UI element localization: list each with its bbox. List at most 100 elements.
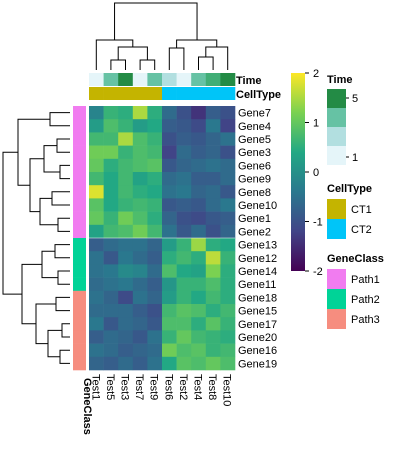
heatmap-cell: [103, 172, 119, 186]
colorscale-tick-label: 0: [313, 167, 319, 179]
heatmap-cell: [162, 106, 177, 120]
heatmap-cell: [147, 251, 163, 265]
heatmap-cell: [220, 264, 236, 278]
heatmap-cell: [103, 343, 119, 358]
time-legend-tick: 5: [352, 93, 358, 105]
heatmap-cell: [118, 119, 134, 133]
heatmap-cell: [89, 277, 104, 292]
heatmap-cell: [176, 330, 192, 344]
heatmap-cell: [132, 290, 148, 305]
heatmap-cell: [89, 158, 104, 173]
heatmap-cell: [89, 343, 104, 358]
geneclass-annotation-bar: [73, 106, 86, 371]
heatmap-cell: [205, 198, 221, 212]
heatmap-cell: [132, 277, 148, 292]
geneclass-annotation-cell: [73, 304, 86, 318]
row-label: Gene10: [238, 200, 277, 212]
heatmap-cell: [147, 119, 163, 133]
heatmap-cell: [176, 238, 192, 252]
heatmap-cell: [162, 185, 177, 199]
row-label: Gene16: [238, 345, 277, 357]
heatmap-cell: [220, 356, 236, 371]
heatmap-cell: [162, 172, 177, 186]
time-annotation-bar: [89, 73, 236, 86]
heatmap-cell: [132, 145, 148, 160]
heatmap-cell: [205, 343, 221, 358]
time-legend-swatch: [327, 108, 346, 127]
heatmap-cell: [89, 132, 104, 146]
heatmap-cell: [118, 145, 134, 160]
heatmap-cell: [162, 145, 177, 160]
heatmap-cell: [176, 198, 192, 212]
heatmap-cell: [205, 119, 221, 133]
heatmap-cell: [118, 224, 134, 239]
column-dendrogram: [95, 2, 229, 70]
colorscale-tick-label: -1: [313, 217, 323, 229]
heatmap-cell: [162, 317, 177, 331]
heatmap-cell: [103, 224, 119, 239]
heatmap-cell: [103, 277, 119, 292]
celltype-annotation-cell: [147, 87, 163, 100]
heatmap-cell: [118, 317, 134, 331]
row-label: Gene15: [238, 306, 277, 318]
heatmap-cell: [118, 277, 134, 292]
heatmap-cell: [132, 304, 148, 318]
heatmap-cell: [162, 224, 177, 239]
heatmap-cell: [176, 224, 192, 239]
celltype-annotation-cell: [132, 87, 148, 100]
heatmap-cell: [162, 264, 177, 278]
heatmap-cell: [220, 185, 236, 199]
row-label: Gene9: [238, 174, 271, 186]
heatmap-cell: [176, 211, 192, 226]
row-label: Gene11: [238, 279, 276, 291]
geneclass-annotation-cell: [73, 317, 86, 331]
heatmap-cell: [191, 238, 207, 252]
path1-legend-swatch: [327, 269, 346, 289]
heatmap-cell: [162, 290, 177, 305]
heatmap-cell: [205, 317, 221, 331]
heatmap-cell: [132, 106, 148, 120]
heatmap-cell: [89, 251, 104, 265]
heatmap-cell: [132, 172, 148, 186]
heatmap-cell: [147, 290, 163, 305]
heatmap-cell: [147, 224, 163, 239]
heatmap-cell: [132, 356, 148, 371]
heatmap-cell: [176, 277, 192, 292]
geneclass-annotation-cell: [73, 119, 86, 133]
row-label: Gene14: [238, 266, 277, 278]
heatmap-cell: [118, 185, 134, 199]
heatmap-cell: [205, 211, 221, 226]
heatmap-cell: [132, 211, 148, 226]
heatmap-cell: [205, 356, 221, 371]
column-label: Test8: [206, 374, 218, 400]
heatmap-cell: [118, 343, 134, 358]
heatmap-cell: [132, 330, 148, 344]
column-label: Test2: [177, 374, 189, 400]
heatmap-cell: [191, 356, 207, 371]
heatmap-cell: [205, 264, 221, 278]
heatmap-cell: [162, 132, 177, 146]
row-label: Gene3: [238, 147, 271, 159]
geneclass-annotation-cell: [73, 198, 86, 212]
time-annotation-cell: [118, 73, 134, 86]
heatmap-cell: [191, 211, 207, 226]
heatmap-cell: [176, 264, 192, 278]
heatmap-cell: [132, 119, 148, 133]
heatmap-cell: [191, 198, 207, 212]
heatmap-cell: [147, 198, 163, 212]
heatmap-cell: [118, 158, 134, 173]
heatmap-cell: [191, 304, 207, 318]
heatmap-cell: [89, 145, 104, 160]
heatmap-cell: [176, 106, 192, 120]
heatmap-cell: [147, 343, 163, 358]
time-annotation-cell: [205, 73, 221, 86]
time-legend-swatch: [327, 89, 346, 108]
heatmap-cell: [118, 238, 134, 252]
heatmap-cell: [103, 185, 119, 199]
heatmap-cell: [191, 172, 207, 186]
heatmap-cell: [176, 317, 192, 331]
heatmap-cell: [191, 290, 207, 305]
colorscale-tick-label: 1: [313, 118, 319, 130]
heatmap-cell: [103, 198, 119, 212]
